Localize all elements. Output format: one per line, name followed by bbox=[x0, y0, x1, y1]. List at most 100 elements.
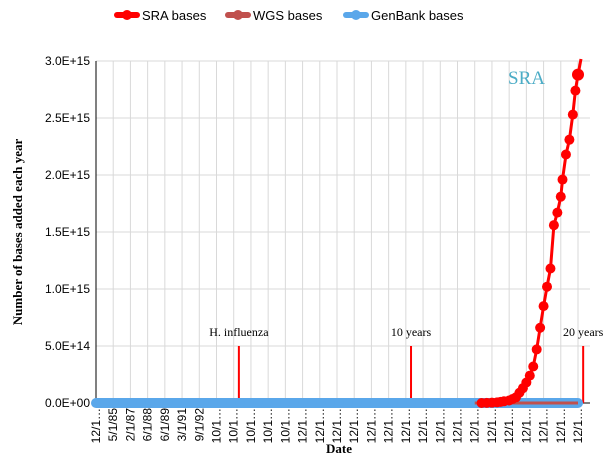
legend: SRA bases WGS bases GenBank bases bbox=[114, 8, 464, 23]
y-tick-label: 3.0E+15 bbox=[45, 54, 90, 68]
genbank-point bbox=[460, 398, 470, 408]
x-tick-label: 12/1… bbox=[468, 408, 482, 443]
gridlines bbox=[96, 60, 590, 403]
genbank-point bbox=[289, 398, 299, 408]
genbank-point bbox=[451, 398, 461, 408]
genbank-point bbox=[361, 398, 371, 408]
y-tick-label: 1.5E+15 bbox=[45, 225, 90, 239]
legend-label: SRA bases bbox=[142, 8, 207, 23]
x-tick-label: 6/1/88 bbox=[141, 408, 155, 442]
x-tick-label: 12/1… bbox=[416, 408, 430, 443]
sra-point bbox=[560, 149, 571, 160]
genbank-point bbox=[163, 398, 173, 408]
genbank-point bbox=[253, 398, 263, 408]
x-tick-label: 12/1… bbox=[502, 408, 516, 443]
genbank-point bbox=[100, 398, 110, 408]
sra-point bbox=[535, 322, 546, 333]
genbank-point bbox=[271, 398, 281, 408]
x-tick-label: 10/1… bbox=[210, 408, 224, 443]
x-tick-label: 3/1/91 bbox=[175, 408, 189, 442]
genbank-point bbox=[298, 398, 308, 408]
sra-point bbox=[570, 85, 581, 96]
genbank-point bbox=[154, 398, 164, 408]
sra-point bbox=[528, 361, 539, 372]
sra-point bbox=[557, 174, 568, 185]
sra-point bbox=[542, 281, 553, 292]
genbank-point bbox=[190, 398, 200, 408]
x-tick-label: 12/1… bbox=[433, 408, 447, 443]
x-tick-label: 6/1/89 bbox=[158, 408, 172, 442]
legend-item-sra: SRA bases bbox=[114, 8, 207, 23]
sra-point bbox=[555, 191, 566, 202]
genbank-point bbox=[415, 398, 425, 408]
x-tick-label: 12/1… bbox=[89, 408, 103, 443]
genbank-point bbox=[262, 398, 272, 408]
annotations: H. influenza 10 years 20 years bbox=[209, 325, 604, 403]
x-tick-label: 12/1… bbox=[451, 408, 465, 443]
sra-point bbox=[538, 301, 549, 312]
y-tick-label: 0.0E+00 bbox=[45, 396, 90, 410]
genbank-point bbox=[316, 398, 326, 408]
sra-point bbox=[545, 263, 556, 274]
sra-point bbox=[567, 109, 578, 120]
x-tick-label: 12/1… bbox=[347, 408, 361, 443]
x-tick-label: 2/1/87 bbox=[123, 408, 137, 442]
legend-label: GenBank bases bbox=[371, 8, 464, 23]
annotation-label: 10 years bbox=[391, 325, 432, 339]
legend-label: WGS bases bbox=[253, 8, 323, 23]
genbank-point bbox=[280, 398, 290, 408]
legend-item-wgs: WGS bases bbox=[225, 8, 323, 23]
y-axis-label: Number of bases added each year bbox=[10, 139, 25, 326]
x-tick-label: 10/1… bbox=[278, 408, 292, 443]
sra-point bbox=[531, 344, 542, 355]
x-tick-label: 12/1… bbox=[364, 408, 378, 443]
x-tick-label: 12/1… bbox=[382, 408, 396, 443]
x-tick-label: 5/1/85 bbox=[106, 408, 120, 442]
genbank-point bbox=[172, 398, 182, 408]
legend-swatch-marker bbox=[122, 10, 132, 20]
x-axis-label: Date bbox=[326, 441, 352, 456]
x-tick-label: 12/1… bbox=[399, 408, 413, 443]
x-tick-label: 12/1… bbox=[330, 408, 344, 443]
genbank-point bbox=[91, 398, 101, 408]
genbank-point bbox=[397, 398, 407, 408]
x-tick-label: 12/1… bbox=[554, 408, 568, 443]
genbank-point bbox=[199, 398, 209, 408]
sra-point bbox=[548, 220, 559, 231]
genbank-point bbox=[352, 398, 362, 408]
genbank-point bbox=[127, 398, 137, 408]
sra-point bbox=[524, 370, 535, 381]
genbank-point bbox=[217, 398, 227, 408]
x-tick-label: 12/1… bbox=[485, 408, 499, 443]
genbank-point bbox=[442, 398, 452, 408]
genbank-point bbox=[424, 398, 434, 408]
genbank-point bbox=[226, 398, 236, 408]
genbank-point bbox=[325, 398, 335, 408]
series-line-sra bbox=[481, 74, 580, 405]
y-tick-label: 5.0E+14 bbox=[45, 339, 90, 353]
genbank-point bbox=[244, 398, 254, 408]
x-tick-label: 10/1… bbox=[244, 408, 258, 443]
x-tick-label: 9/1/92 bbox=[192, 408, 206, 442]
genbank-point bbox=[235, 398, 245, 408]
x-tick-label: 12/1… bbox=[519, 408, 533, 443]
genbank-point bbox=[181, 398, 191, 408]
y-tick-label: 1.0E+15 bbox=[45, 282, 90, 296]
genbank-point bbox=[145, 398, 155, 408]
x-tick-label: 12/1… bbox=[296, 408, 310, 443]
genbank-point bbox=[406, 398, 416, 408]
genbank-point bbox=[433, 398, 443, 408]
legend-swatch-marker bbox=[351, 10, 361, 20]
y-tick-labels: 0.0E+00 5.0E+14 1.0E+15 1.5E+15 2.0E+15 2.5E+… bbox=[45, 54, 90, 410]
series bbox=[91, 58, 584, 408]
genbank-point bbox=[136, 398, 146, 408]
x-tick-labels: 12/1… 5/1/85 2/1/87 6/1/88 6/1/89 3/1/91 9/1/9… bbox=[89, 408, 585, 444]
sra-inline-label: SRA bbox=[508, 68, 545, 89]
genbank-point bbox=[307, 398, 317, 408]
genbank-point bbox=[334, 398, 344, 408]
x-tick-label: 10/1… bbox=[261, 408, 275, 443]
x-tick-label: 10/1… bbox=[227, 408, 241, 443]
sra-point bbox=[552, 207, 563, 218]
x-tick-label: 12/1… bbox=[313, 408, 327, 443]
